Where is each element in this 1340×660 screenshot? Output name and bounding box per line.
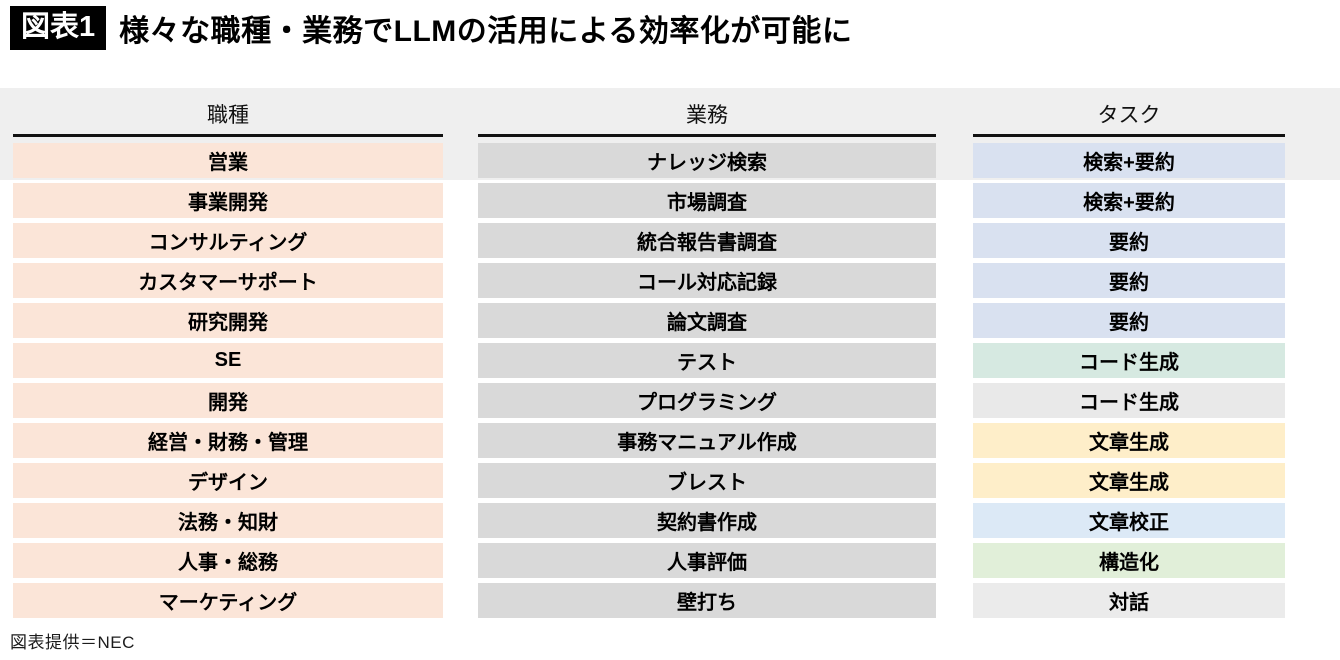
operation-cell: コール対応記録 bbox=[478, 263, 936, 298]
column-header-operation: 業務 bbox=[478, 97, 936, 137]
task-cell: 構造化 bbox=[973, 543, 1285, 578]
role-cell: コンサルティング bbox=[13, 223, 443, 258]
column-task: 検索+要約 検索+要約 要約 要約 要約 コード生成 コード生成 文章生成 文章… bbox=[973, 143, 1285, 623]
operation-cell: プログラミング bbox=[478, 383, 936, 418]
task-cell: コード生成 bbox=[973, 343, 1285, 378]
role-cell: 人事・総務 bbox=[13, 543, 443, 578]
figure-number-badge: 図表1 bbox=[10, 6, 107, 50]
role-cell: 経営・財務・管理 bbox=[13, 423, 443, 458]
page-title: 様々な職種・業務でLLMの活用による効率化が可能に bbox=[119, 15, 853, 48]
operation-cell: 壁打ち bbox=[478, 583, 936, 618]
operation-cell: 統合報告書調査 bbox=[478, 223, 936, 258]
figure-title: 図表1 様々な職種・業務でLLMの活用による効率化が可能に bbox=[10, 6, 852, 50]
role-cell: デザイン bbox=[13, 463, 443, 498]
figure-credit: 図表提供＝NEC bbox=[10, 633, 135, 652]
role-cell: SE bbox=[13, 343, 443, 378]
operation-cell: 人事評価 bbox=[478, 543, 936, 578]
task-cell: 対話 bbox=[973, 583, 1285, 618]
operation-cell: 市場調査 bbox=[478, 183, 936, 218]
role-cell: マーケティング bbox=[13, 583, 443, 618]
task-cell: 文章生成 bbox=[973, 463, 1285, 498]
task-cell: コード生成 bbox=[973, 383, 1285, 418]
role-cell: 研究開発 bbox=[13, 303, 443, 338]
column-role: 営業 事業開発 コンサルティング カスタマーサポート 研究開発 SE 開発 経営… bbox=[13, 143, 443, 623]
operation-cell: 論文調査 bbox=[478, 303, 936, 338]
column-operation: ナレッジ検索 市場調査 統合報告書調査 コール対応記録 論文調査 テスト プログ… bbox=[478, 143, 936, 623]
role-cell: カスタマーサポート bbox=[13, 263, 443, 298]
operation-cell: 契約書作成 bbox=[478, 503, 936, 538]
operation-cell: テスト bbox=[478, 343, 936, 378]
column-header-role: 職種 bbox=[13, 97, 443, 137]
task-cell: 要約 bbox=[973, 303, 1285, 338]
task-cell: 文章生成 bbox=[973, 423, 1285, 458]
task-cell: 検索+要約 bbox=[973, 143, 1285, 178]
task-cell: 要約 bbox=[973, 263, 1285, 298]
column-header-task: タスク bbox=[973, 97, 1285, 137]
operation-cell: ナレッジ検索 bbox=[478, 143, 936, 178]
operation-cell: ブレスト bbox=[478, 463, 936, 498]
role-cell: 営業 bbox=[13, 143, 443, 178]
task-cell: 要約 bbox=[973, 223, 1285, 258]
role-cell: 開発 bbox=[13, 383, 443, 418]
role-cell: 事業開発 bbox=[13, 183, 443, 218]
role-cell: 法務・知財 bbox=[13, 503, 443, 538]
task-cell: 検索+要約 bbox=[973, 183, 1285, 218]
operation-cell: 事務マニュアル作成 bbox=[478, 423, 936, 458]
task-cell: 文章校正 bbox=[973, 503, 1285, 538]
